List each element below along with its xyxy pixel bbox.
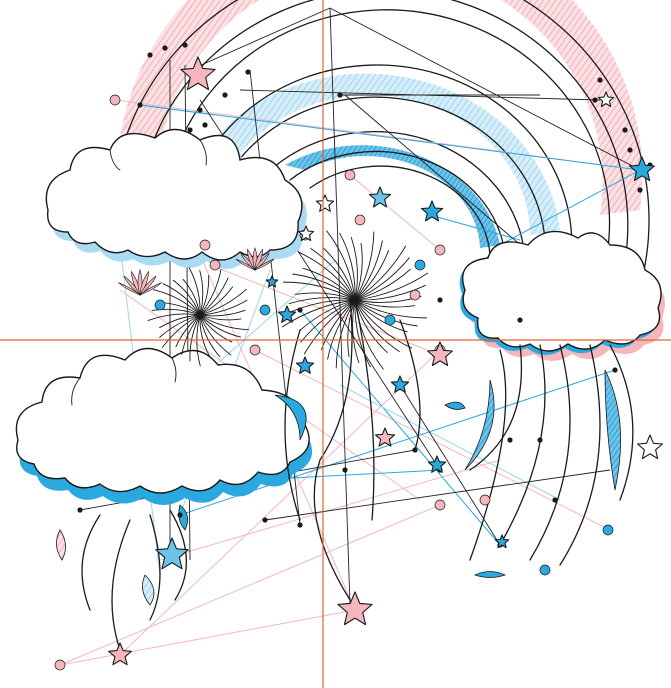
star-icon bbox=[265, 275, 279, 288]
star-icon bbox=[629, 156, 655, 182]
cloud-bottom-left bbox=[15, 347, 313, 505]
firework-left bbox=[147, 267, 249, 367]
firework-center bbox=[281, 230, 429, 370]
nodes bbox=[54, 42, 653, 671]
star-icon bbox=[180, 56, 216, 91]
star-icon bbox=[155, 537, 189, 570]
rainbow-band-pink bbox=[120, 0, 643, 215]
star-icon bbox=[374, 427, 396, 447]
cloud-top-left bbox=[45, 128, 307, 269]
rainbow-band-blue bbox=[285, 145, 500, 248]
star-icon bbox=[277, 305, 297, 323]
cloud-right bbox=[459, 230, 666, 361]
star-icon bbox=[427, 455, 447, 473]
pink-splash-left bbox=[118, 269, 162, 296]
star-icon bbox=[315, 194, 335, 212]
star-icon bbox=[368, 186, 392, 208]
star-icon bbox=[390, 375, 410, 393]
star-icon bbox=[494, 534, 510, 549]
star-icon bbox=[108, 642, 132, 666]
star-icon bbox=[427, 341, 453, 367]
star-icon bbox=[297, 225, 315, 242]
star-icon bbox=[337, 591, 373, 626]
star-icon bbox=[295, 356, 315, 374]
pink-splash-top bbox=[235, 247, 275, 271]
star-icon bbox=[597, 91, 615, 108]
stars bbox=[108, 56, 663, 666]
streamers bbox=[56, 299, 634, 651]
star-icon bbox=[420, 200, 444, 222]
star-icon bbox=[637, 434, 663, 460]
rainbow-band-lightblue bbox=[205, 73, 560, 235]
